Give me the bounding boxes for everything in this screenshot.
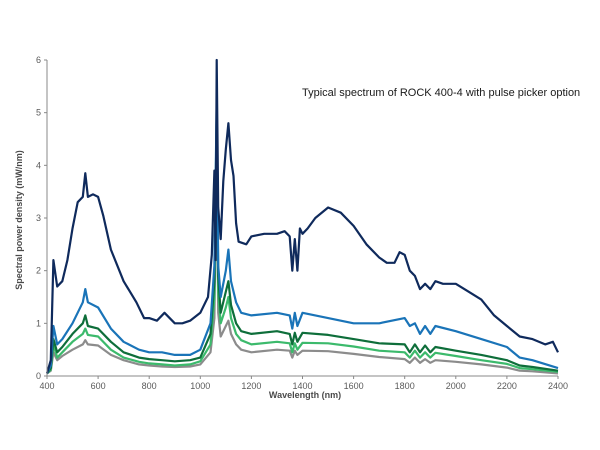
- x-tick-label: 400: [39, 381, 54, 391]
- series-line-1: [45, 58, 559, 374]
- y-tick-label: 2: [36, 266, 41, 276]
- x-tick-label: 2200: [497, 381, 517, 391]
- y-tick-label: 6: [36, 55, 41, 65]
- x-tick-label: 600: [91, 381, 106, 391]
- x-tick-label: 1800: [395, 381, 415, 391]
- y-ticks: 0 1 2 3 4 5 6: [36, 55, 47, 381]
- x-tick-label: 2400: [548, 381, 568, 391]
- y-axis-title: Spectral power density (mW/nm): [14, 150, 24, 290]
- x-tick-label: 800: [142, 381, 157, 391]
- series-line-4: [46, 132, 559, 375]
- y-tick-label: 5: [36, 108, 41, 118]
- x-axis-title: Wavelength (nm): [269, 390, 341, 400]
- x-tick-label: 2000: [446, 381, 466, 391]
- axes-group: [46, 60, 558, 377]
- series-line-5: [46, 148, 559, 375]
- x-tick-label: 1200: [241, 381, 261, 391]
- x-tick-label: 1400: [292, 381, 312, 391]
- x-ticks: 400 600 800 1000 1200 1400 1600 1800 2000 2200 240…: [39, 376, 568, 391]
- x-tick-label: 1000: [190, 381, 210, 391]
- chart-title: Typical spectrum of ROCK 400-4 with puls…: [302, 87, 580, 99]
- x-tick-label: 1600: [344, 381, 364, 391]
- y-tick-label: 1: [36, 318, 41, 328]
- y-tick-label: 4: [36, 160, 41, 170]
- y-tick-label: 3: [36, 213, 41, 223]
- series-line-2: [46, 101, 559, 374]
- series-line-3: [46, 111, 559, 375]
- y-tick-label: 0: [36, 371, 41, 381]
- series-group: [45, 58, 559, 375]
